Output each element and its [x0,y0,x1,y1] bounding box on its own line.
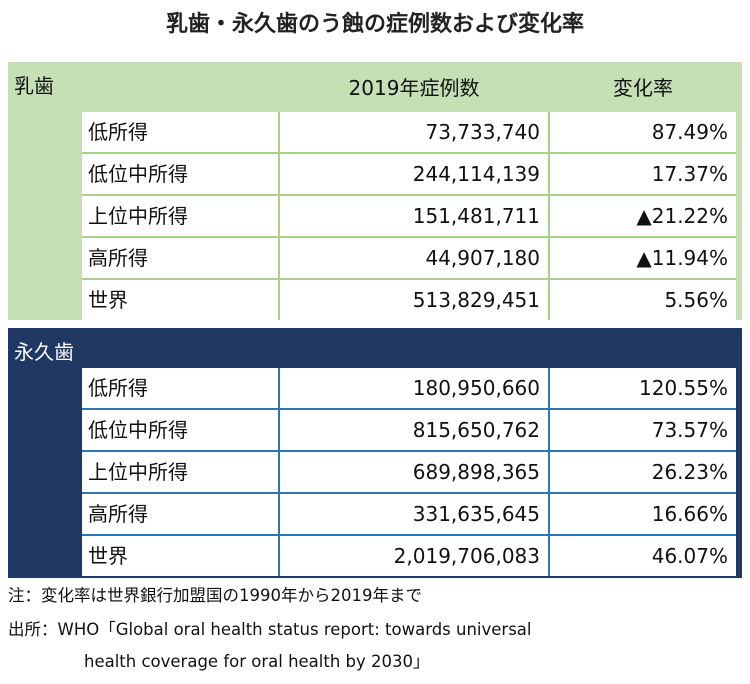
note: health coverage for oral health by 2030」 [84,652,430,671]
section-label: 乳歯 [14,74,54,98]
cell-value: 16.66% [550,494,736,534]
cell-value: 120.55% [550,368,736,408]
row-label: 世界 [82,280,278,320]
section-label: 永久歯 [14,340,74,364]
row-label: 低所得 [82,112,278,152]
cell-value: 5.56% [550,280,736,320]
cell-value: 151,481,711 [280,196,548,236]
cell-value: 689,898,365 [280,452,548,492]
cell-value: ▲21.22% [550,196,736,236]
cell-value: 244,114,139 [280,154,548,194]
row-label: 上位中所得 [82,196,278,236]
row-label: 上位中所得 [82,452,278,492]
cell-value: 815,650,762 [280,410,548,450]
cell-value: 46.07% [550,536,736,576]
row-label: 高所得 [82,494,278,534]
row-label: 世界 [82,536,278,576]
cell-value: 73.57% [550,410,736,450]
cell-value: 331,635,645 [280,494,548,534]
cell-value: 2,019,706,083 [280,536,548,576]
column-header: 2019年症例数 [348,76,480,100]
note: 注：変化率は世界銀行加盟国の1990年から2019年まで [8,586,422,605]
cell-value: 26.23% [550,452,736,492]
row-label: 低所得 [82,368,278,408]
cell-value: 513,829,451 [280,280,548,320]
note: 出所：WHO「Global oral health status report:… [8,620,532,639]
cell-value: ▲11.94% [550,238,736,278]
row-label: 低位中所得 [82,154,278,194]
column-header: 変化率 [613,76,673,100]
row-label: 高所得 [82,238,278,278]
row-label: 低位中所得 [82,410,278,450]
cell-value: 17.37% [550,154,736,194]
cell-value: 73,733,740 [280,112,548,152]
cell-value: 44,907,180 [280,238,548,278]
cell-value: 87.49% [550,112,736,152]
cell-value: 180,950,660 [280,368,548,408]
title: 乳歯・永久歯のう蝕の症例数および変化率 [165,12,584,37]
